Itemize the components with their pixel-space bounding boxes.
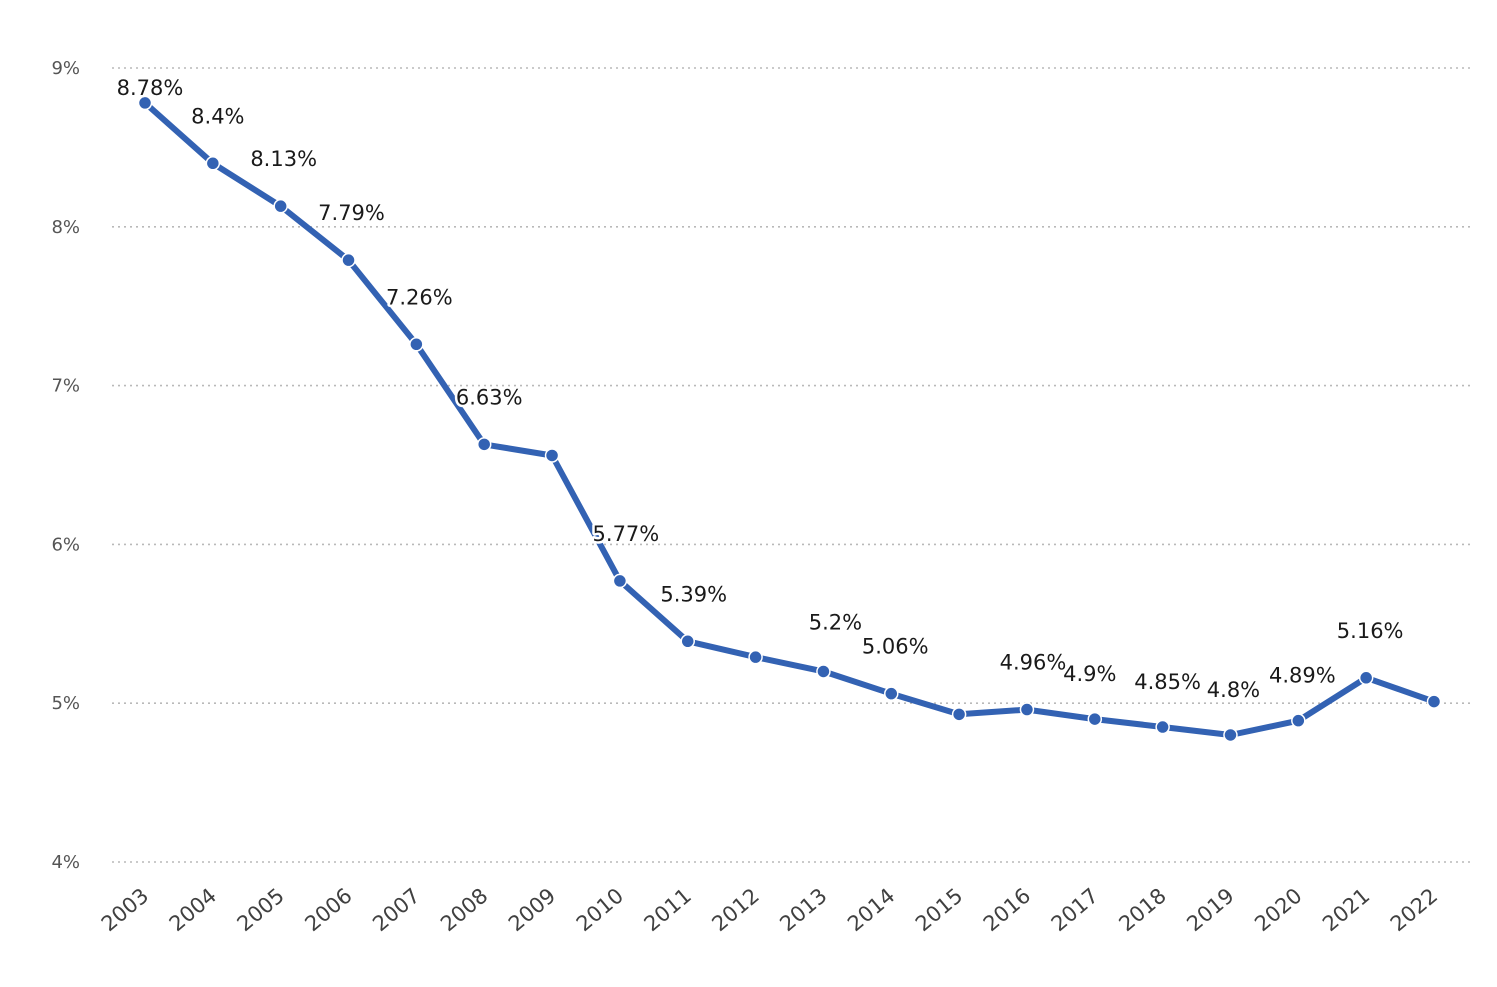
- data-point: [476, 437, 492, 452]
- data-point: [205, 156, 221, 171]
- series-line: [142, 99, 1437, 738]
- x-tick-label: 2008: [436, 883, 492, 936]
- y-tick-label: 4%: [51, 852, 80, 873]
- x-tick-label: 2020: [1250, 883, 1306, 936]
- x-tick-label: 2019: [1182, 883, 1238, 936]
- data-label: 5.16%: [1337, 619, 1404, 643]
- data-point: [951, 707, 967, 722]
- grid-lines: [112, 67, 1470, 863]
- data-label: 4.85%: [1134, 670, 1201, 694]
- data-point: [680, 634, 695, 649]
- data-label: 5.06%: [862, 635, 929, 659]
- data-point: [1291, 713, 1306, 728]
- data-label: 7.26%: [386, 285, 453, 309]
- x-tick-label: 2009: [504, 883, 560, 936]
- x-tick-label: 2012: [707, 883, 763, 936]
- data-label: 8.4%: [191, 104, 244, 128]
- y-tick-label: 9%: [51, 58, 80, 79]
- x-tick-label: 2007: [368, 883, 424, 936]
- data-label: 8.13%: [250, 147, 317, 171]
- data-point: [273, 198, 288, 214]
- data-point: [612, 573, 628, 589]
- x-tick-label: 2006: [300, 883, 356, 936]
- x-tick-label: 2018: [1114, 883, 1170, 936]
- data-point: [1087, 711, 1103, 727]
- data-point: [1019, 702, 1035, 717]
- data-label: 4.96%: [1000, 651, 1067, 675]
- data-label: 4.8%: [1207, 678, 1260, 702]
- x-axis-ticks: 2003 2004 2005 2006 2007 2008 2009 2010 2011 2012…: [97, 883, 1442, 936]
- x-tick-label: 2011: [640, 883, 696, 936]
- data-label: 5.2%: [809, 610, 862, 634]
- data-label: 4.89%: [1269, 664, 1336, 688]
- y-tick-label: 6%: [51, 534, 80, 555]
- data-point: [1223, 727, 1238, 743]
- x-tick-label: 2015: [911, 883, 967, 936]
- x-tick-label: 2017: [1047, 883, 1103, 936]
- data-point: [544, 448, 560, 463]
- data-labels: 8.78% 8.4%8.13% 7.79% 7.26% 6.63% 5.77% 5.39% 5…: [114, 73, 1406, 704]
- data-point: [884, 686, 899, 701]
- data-point: [409, 337, 424, 352]
- x-tick-label: 2021: [1318, 883, 1374, 936]
- series-rate: [137, 95, 1442, 743]
- y-axis-ticks: 4% 5% 6% 7% 8% 9%: [51, 58, 80, 873]
- x-tick-label: 2016: [979, 883, 1035, 936]
- data-point: [748, 649, 763, 665]
- y-tick-label: 5%: [51, 693, 80, 714]
- data-point: [341, 252, 356, 268]
- data-point: [1358, 670, 1374, 686]
- x-tick-label: 2022: [1386, 883, 1442, 936]
- y-tick-label: 7%: [51, 376, 80, 397]
- data-label: 6.63%: [456, 385, 523, 409]
- data-point: [137, 95, 153, 111]
- data-point: [816, 664, 831, 679]
- x-tick-label: 2013: [775, 883, 831, 936]
- y-tick-label: 8%: [51, 217, 80, 238]
- x-tick-label: 2010: [572, 883, 628, 936]
- data-point: [1155, 719, 1170, 735]
- data-label: 8.78%: [117, 76, 184, 100]
- x-tick-label: 2005: [233, 883, 289, 936]
- data-label: 5.77%: [593, 522, 660, 546]
- x-tick-label: 2003: [97, 883, 153, 936]
- x-tick-label: 2004: [165, 883, 221, 936]
- data-label: 7.79%: [318, 201, 385, 225]
- data-label: 4.9%: [1063, 662, 1116, 686]
- data-point: [1426, 694, 1442, 709]
- x-tick-label: 2014: [843, 883, 899, 936]
- data-label: 5.39%: [660, 582, 727, 606]
